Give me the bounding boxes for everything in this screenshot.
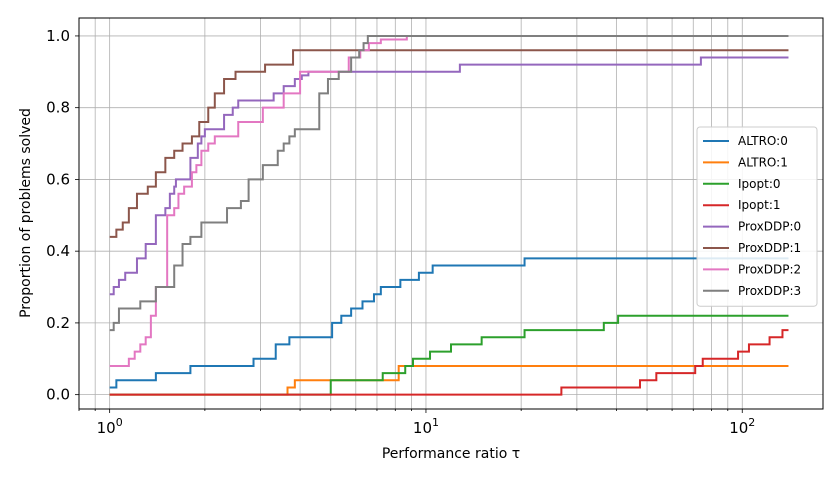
x-tick-label: 102	[729, 416, 755, 437]
legend: ALTRO:0 ALTRO:1 Ipopt:0 Ipopt:1 ProxDDP:0 Pro…	[696, 126, 818, 307]
series-line-proxddp-1	[109, 49, 789, 238]
axis-ticks: 0.0 0.2 0.4 0.6 0.8 1.0 100 101 102	[46, 27, 755, 437]
legend-label: ProxDDP:2	[738, 262, 801, 276]
legend-label: ALTRO:0	[738, 134, 788, 148]
series-line-proxddp-0	[109, 56, 789, 296]
legend-label: ALTRO:1	[738, 155, 788, 169]
x-tick-label: 101	[413, 416, 439, 437]
y-tick-label: 1.0	[46, 27, 70, 45]
grid	[78, 18, 823, 409]
series-line-ipopt-1	[109, 329, 789, 396]
series-line-proxddp-2	[109, 35, 408, 367]
legend-box	[696, 126, 818, 307]
series-line-altro-0	[109, 257, 789, 389]
y-tick-label: 0.4	[46, 242, 70, 260]
y-tick-label: 0.2	[46, 314, 70, 332]
plot-frame	[78, 17, 824, 410]
y-axis-label: Proportion of problems solved	[18, 108, 34, 318]
series-layer	[109, 34, 789, 396]
series-line-ipopt-0	[109, 314, 789, 396]
y-tick-label: 0.8	[46, 99, 70, 117]
y-tick-label: 0.0	[46, 386, 70, 404]
x-tick-label: 100	[97, 416, 123, 437]
x-axis-label: Performance ratio τ	[382, 446, 520, 462]
legend-label: ProxDDP:3	[738, 284, 801, 298]
y-tick-label: 0.6	[46, 170, 70, 188]
legend-label: Ipopt:1	[738, 198, 781, 212]
series-line-proxddp-3	[109, 34, 789, 332]
legend-label: Ipopt:0	[738, 177, 781, 191]
legend-label: ProxDDP:0	[738, 220, 801, 234]
series-line-altro-1	[109, 364, 789, 396]
legend-label: ProxDDP:1	[738, 241, 801, 255]
